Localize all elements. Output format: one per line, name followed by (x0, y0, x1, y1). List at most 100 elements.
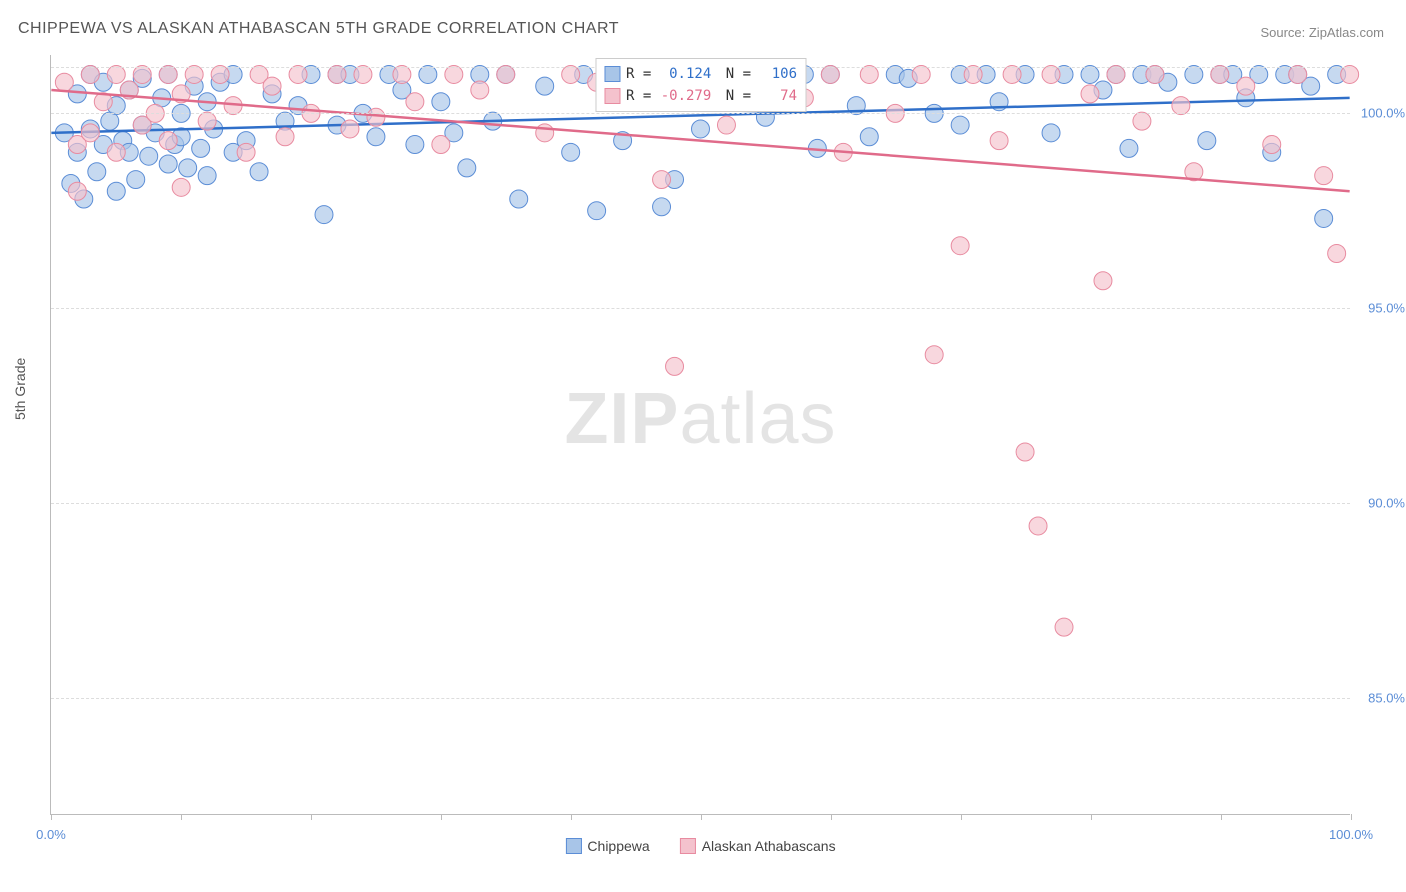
data-point (1146, 65, 1164, 83)
data-point (951, 116, 969, 134)
stat-n-label: N = (717, 63, 751, 85)
data-point (562, 65, 580, 83)
data-point (925, 346, 943, 364)
data-point (81, 124, 99, 142)
scatter-svg (51, 55, 1350, 814)
data-point (289, 65, 307, 83)
data-point (328, 65, 346, 83)
stat-r-value: 0.124 (657, 63, 711, 85)
x-tick (1351, 814, 1352, 820)
legend-item: Alaskan Athabascans (680, 838, 836, 854)
data-point (367, 108, 385, 126)
data-point (133, 65, 151, 83)
data-point (990, 132, 1008, 150)
data-point (263, 77, 281, 95)
data-point (341, 120, 359, 138)
data-point (1107, 65, 1125, 83)
x-tick (1091, 814, 1092, 820)
data-point (497, 65, 515, 83)
data-point (159, 132, 177, 150)
data-point (1133, 112, 1151, 130)
data-point (1315, 209, 1333, 227)
data-point (107, 65, 125, 83)
data-point (127, 171, 145, 189)
data-point (367, 128, 385, 146)
stat-r-label: R = (626, 85, 651, 107)
data-point (471, 81, 489, 99)
data-point (179, 159, 197, 177)
data-point (860, 65, 878, 83)
data-point (432, 93, 450, 111)
data-point (1328, 245, 1346, 263)
data-point (1120, 139, 1138, 157)
data-point (140, 147, 158, 165)
data-point (458, 159, 476, 177)
data-point (406, 93, 424, 111)
stat-r-label: R = (626, 63, 651, 85)
stat-n-label: N = (717, 85, 751, 107)
data-point (393, 65, 411, 83)
data-point (445, 65, 463, 83)
x-tick (961, 814, 962, 820)
data-point (192, 139, 210, 157)
stat-n-value: 106 (757, 63, 797, 85)
data-point (717, 116, 735, 134)
data-point (107, 182, 125, 200)
data-point (198, 112, 216, 130)
data-point (1237, 77, 1255, 95)
data-point (1016, 443, 1034, 461)
data-point (588, 202, 606, 220)
data-point (81, 65, 99, 83)
data-point (653, 198, 671, 216)
legend-swatch (604, 88, 620, 104)
data-point (1172, 97, 1190, 115)
data-point (951, 237, 969, 255)
data-point (1042, 65, 1060, 83)
plot-area: ZIPatlas R =0.124 N =106R =-0.279 N =74 … (50, 55, 1350, 815)
data-point (510, 190, 528, 208)
data-point (1042, 124, 1060, 142)
x-tick (441, 814, 442, 820)
data-point (315, 206, 333, 224)
data-point (1289, 65, 1307, 83)
x-tick-label: 100.0% (1329, 827, 1373, 842)
y-tick-label: 90.0% (1368, 496, 1405, 511)
data-point (211, 65, 229, 83)
data-point (1198, 132, 1216, 150)
y-axis-label: 5th Grade (12, 358, 28, 420)
x-tick (701, 814, 702, 820)
legend-swatch (604, 66, 620, 82)
legend-label: Chippewa (587, 838, 649, 854)
x-tick (831, 814, 832, 820)
y-tick-label: 85.0% (1368, 691, 1405, 706)
data-point (1315, 167, 1333, 185)
y-tick-label: 100.0% (1361, 106, 1405, 121)
gridline (51, 503, 1350, 504)
legend-stats-box: R =0.124 N =106R =-0.279 N =74 (595, 58, 806, 112)
x-tick (51, 814, 52, 820)
legend-stats-row: R =-0.279 N =74 (604, 85, 797, 107)
stat-n-value: 74 (757, 85, 797, 107)
data-point (536, 77, 554, 95)
data-point (198, 167, 216, 185)
gridline (51, 113, 1350, 114)
data-point (964, 65, 982, 83)
data-point (185, 65, 203, 83)
data-point (55, 73, 73, 91)
data-point (1081, 65, 1099, 83)
data-point (1094, 272, 1112, 290)
x-tick (181, 814, 182, 820)
data-point (419, 65, 437, 83)
data-point (1185, 65, 1203, 83)
data-point (562, 143, 580, 161)
data-point (172, 178, 190, 196)
data-point (432, 136, 450, 154)
x-tick (1221, 814, 1222, 820)
bottom-legend: Chippewa Alaskan Athabascans (565, 838, 835, 854)
data-point (159, 155, 177, 173)
x-tick-label: 0.0% (36, 827, 66, 842)
data-point (666, 357, 684, 375)
data-point (1081, 85, 1099, 103)
data-point (250, 163, 268, 181)
data-point (88, 163, 106, 181)
